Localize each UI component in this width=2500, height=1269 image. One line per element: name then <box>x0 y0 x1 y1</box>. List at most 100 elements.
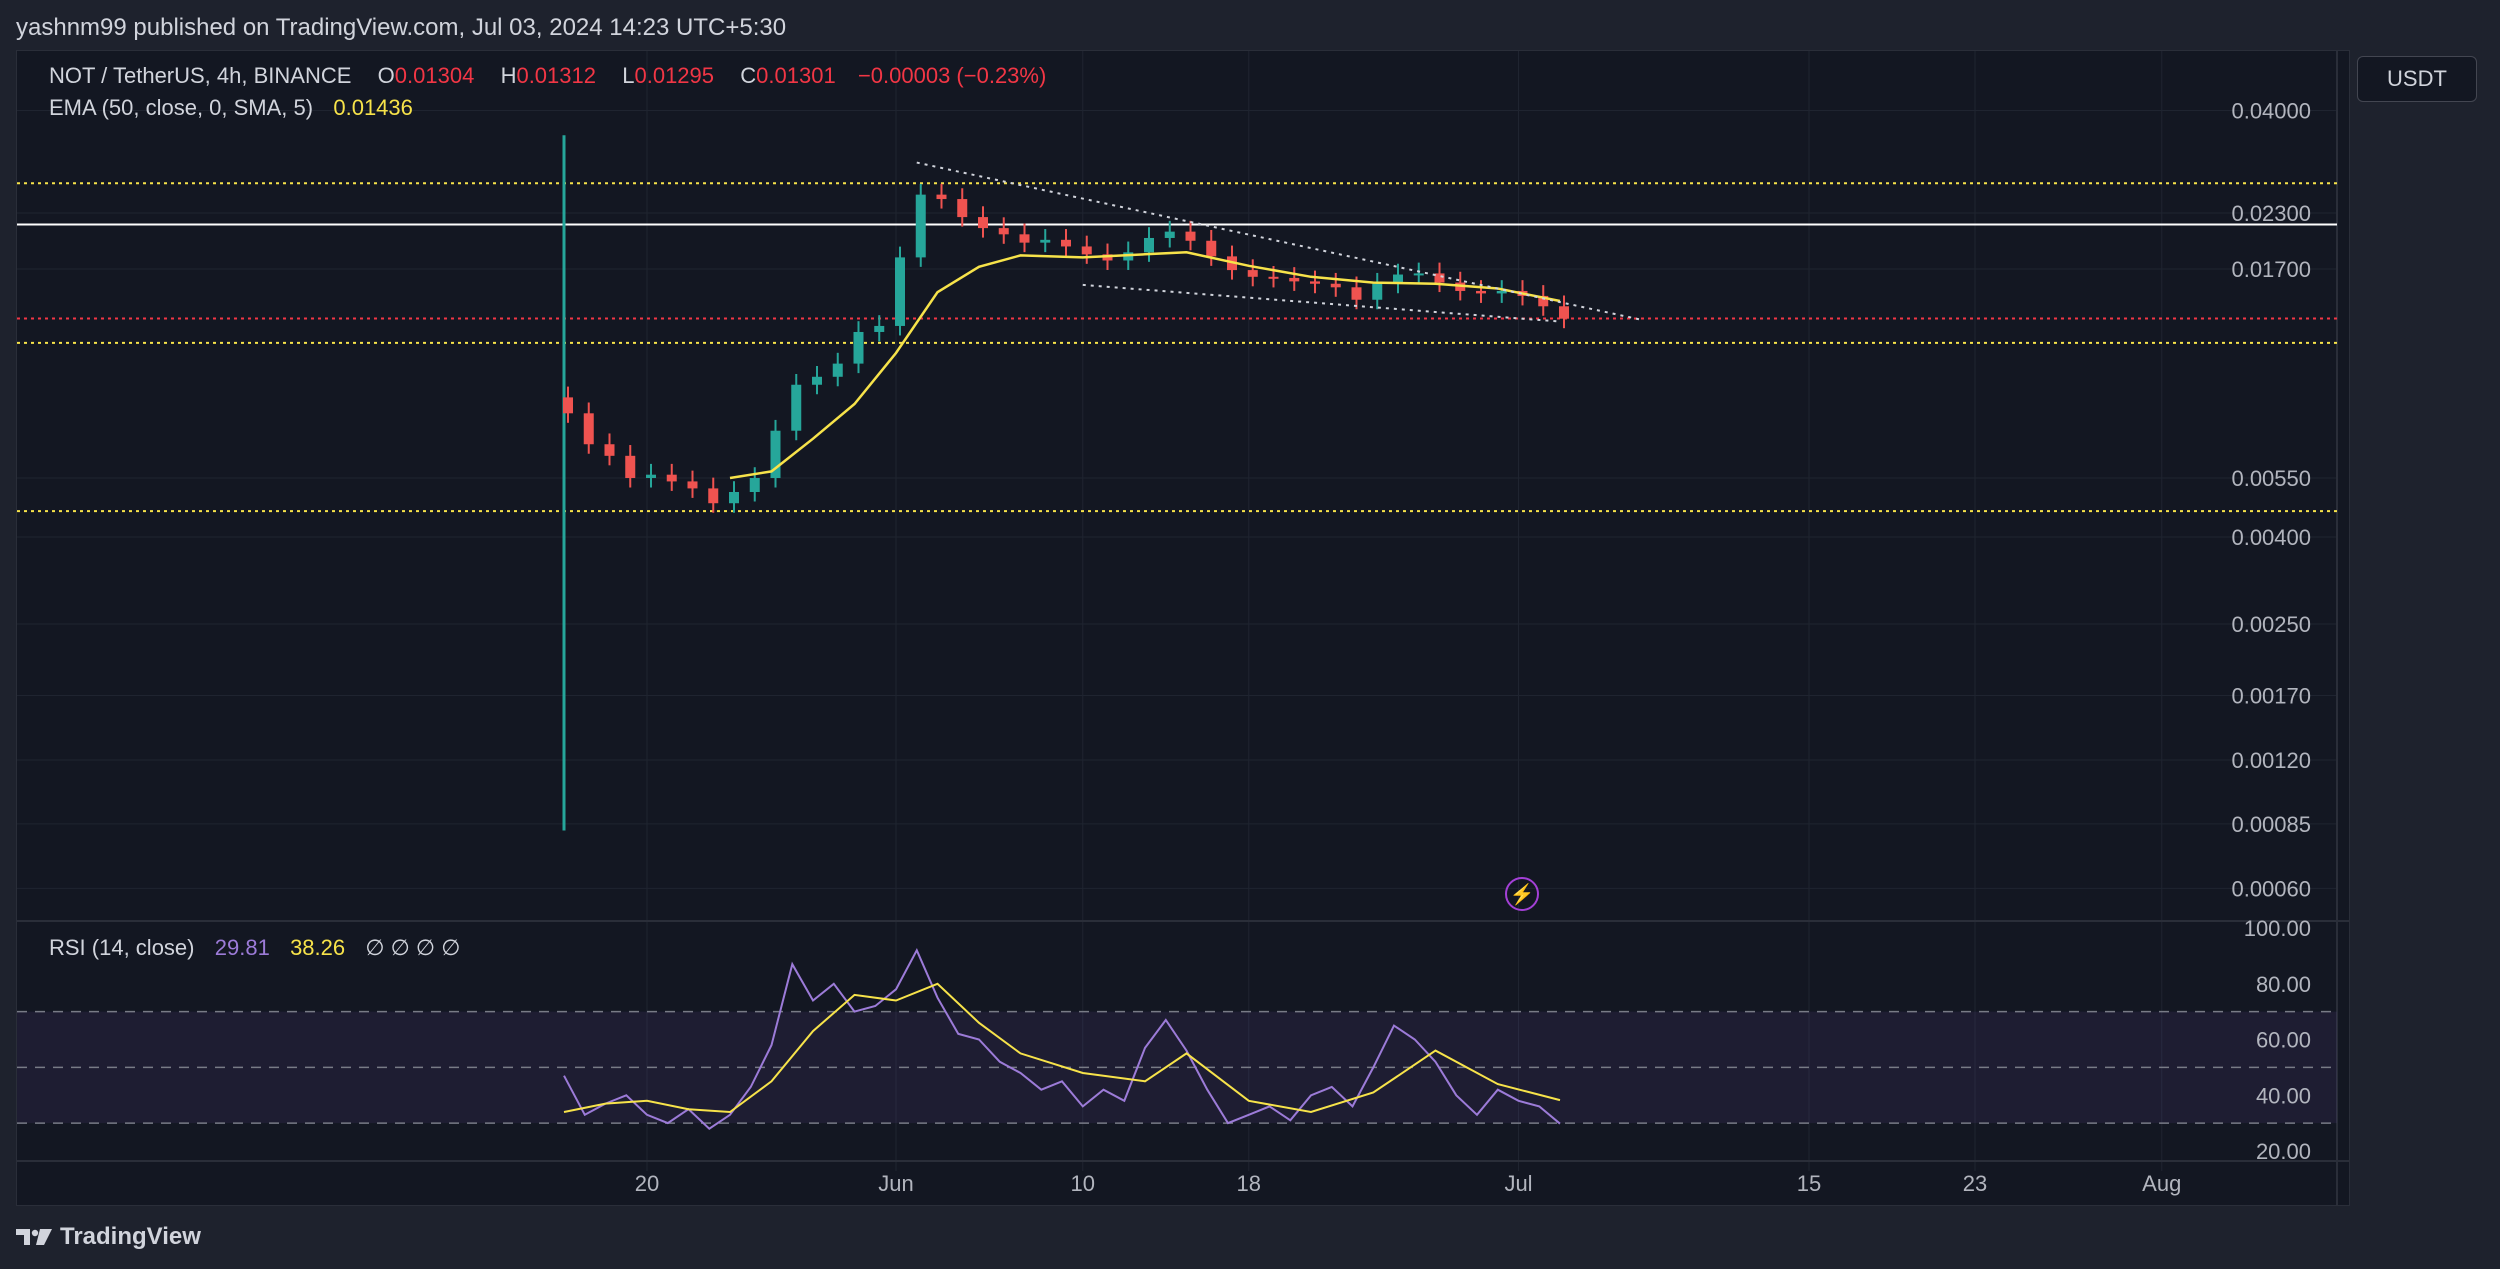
candle-body <box>874 325 885 332</box>
rsi-legend[interactable]: RSI (14, close) 29.81 38.26 ∅ ∅ ∅ ∅ <box>49 935 460 961</box>
candle-body <box>791 384 802 431</box>
candle-body <box>749 478 760 493</box>
candle-body <box>1268 276 1279 279</box>
ema-legend[interactable]: EMA (50, close, 0, SMA, 5) 0.01436 <box>49 95 413 121</box>
price-axis-tick: 0.00250 <box>2231 612 2311 637</box>
rsi-axis-tick: 100.00 <box>2244 916 2311 941</box>
candle-body <box>666 474 677 482</box>
candle-body <box>1289 277 1300 282</box>
candle-body <box>853 331 864 364</box>
time-axis-tick: 15 <box>1797 1171 1821 1196</box>
high-value: 0.01312 <box>516 63 596 88</box>
rsi-line <box>563 948 1561 1130</box>
time-axis-tick: Aug <box>2142 1171 2181 1196</box>
time-axis-tick: 10 <box>1071 1171 1095 1196</box>
tradingview-logo-icon <box>16 1229 52 1245</box>
candle-body <box>1206 240 1217 257</box>
publisher-info: yashnm99 published on TradingView.com, J… <box>16 14 787 41</box>
rsi-axis-tick: 80.00 <box>2256 972 2311 997</box>
rsi-ma-value: 38.26 <box>290 935 346 960</box>
change-value: −0.00003 (−0.23%) <box>857 63 1047 88</box>
price-axis-tick: 0.00400 <box>2231 525 2311 550</box>
rsi-value: 29.81 <box>214 935 270 960</box>
candle-body <box>729 492 739 504</box>
candle-body <box>1330 283 1341 288</box>
candle-body <box>1164 231 1175 238</box>
rsi-axis-tick: 40.00 <box>2256 1083 2311 1108</box>
candle-body <box>1559 306 1569 319</box>
candle-body <box>1496 290 1507 294</box>
candle-body <box>895 257 905 326</box>
candle-body <box>1144 237 1154 253</box>
candle-body <box>1247 270 1258 277</box>
candle-body <box>1019 234 1030 243</box>
price-axis-tick: 0.00085 <box>2231 812 2311 837</box>
candle-body <box>583 413 594 445</box>
rsi-axis-tick: 60.00 <box>2256 1028 2311 1053</box>
close-value: 0.01301 <box>756 63 836 88</box>
time-axis-tick: 20 <box>635 1171 659 1196</box>
rsi-ma-line <box>563 982 1561 1114</box>
close-label: C <box>740 63 757 88</box>
price-axis-tick: 0.04000 <box>2231 99 2311 124</box>
time-axis-tick: 23 <box>1963 1171 1987 1196</box>
candle-body <box>1538 295 1549 307</box>
candle-body <box>1123 252 1134 261</box>
candle-body <box>1434 273 1445 283</box>
low-value: 0.01295 <box>634 63 715 88</box>
time-axis-tick: 18 <box>1237 1171 1261 1196</box>
candle-body <box>978 217 988 229</box>
wedge-trendline <box>1082 283 1561 323</box>
open-label: O <box>377 63 395 88</box>
candle-body <box>1040 239 1051 243</box>
rsi-extra-values: ∅ ∅ ∅ ∅ <box>365 935 461 960</box>
rsi-label: RSI (14, close) <box>49 935 195 960</box>
candle-body <box>1081 246 1092 255</box>
price-axis-tick: 0.01700 <box>2231 257 2311 282</box>
time-axis-tick: Jul <box>1504 1171 1532 1196</box>
candle-body <box>770 430 781 479</box>
candle-body <box>1351 287 1362 300</box>
candle-body <box>957 199 968 218</box>
tradingview-brand: TradingView <box>60 1223 201 1250</box>
price-axis-tick: 0.00060 <box>2231 876 2311 901</box>
rsi-axis-tick: 20.00 <box>2256 1139 2311 1164</box>
footer-brand: TradingView <box>16 1222 201 1252</box>
candle-body <box>1310 281 1320 284</box>
candle-body <box>646 474 656 479</box>
price-axis-tick: 0.02300 <box>2231 201 2311 226</box>
candle-body <box>625 455 636 479</box>
price-axis-tick: 0.00550 <box>2231 466 2311 491</box>
ema-value: 0.01436 <box>333 95 413 120</box>
candle-body <box>1413 273 1424 276</box>
high-label: H <box>500 63 517 88</box>
price-axis-tick: 0.00170 <box>2231 683 2311 708</box>
candle-body <box>1372 283 1383 300</box>
candle-body <box>1476 290 1486 294</box>
currency-button[interactable]: USDT <box>2357 56 2477 102</box>
low-label: L <box>622 63 635 88</box>
time-axis-tick: Jun <box>878 1171 913 1196</box>
candle-body <box>936 194 947 200</box>
ema-line <box>729 251 1561 480</box>
candle-body <box>832 363 843 377</box>
publish-header: yashnm99 published on TradingView.com, J… <box>0 0 2500 52</box>
candle-body <box>1393 274 1403 284</box>
candle-body <box>708 488 719 504</box>
chart-canvas[interactable]: 0.04000 0.02300 0.01700 0.00550 0.00400 0.002… <box>17 51 2350 1206</box>
candle-body <box>604 444 615 456</box>
price-axis-tick: 0.00120 <box>2231 748 2311 773</box>
symbol-label[interactable]: NOT / TetherUS, 4h, BINANCE <box>49 63 352 88</box>
lightning-icon[interactable]: ⚡ <box>1505 877 1539 911</box>
candle-body <box>1185 231 1196 241</box>
candle-body <box>998 228 1009 235</box>
open-value: 0.01304 <box>394 63 475 88</box>
candle-body <box>1061 239 1071 247</box>
ema-label: EMA (50, close, 0, SMA, 5) <box>49 95 314 120</box>
candle-body <box>687 481 698 489</box>
candle-body <box>915 194 926 258</box>
chart-panel[interactable]: 0.04000 0.02300 0.01700 0.00550 0.00400 0.002… <box>16 50 2350 1206</box>
price-legend: NOT / TetherUS, 4h, BINANCE O0.01304 H0.… <box>49 63 1046 89</box>
candle-body <box>812 376 822 385</box>
candle-body <box>563 397 573 414</box>
